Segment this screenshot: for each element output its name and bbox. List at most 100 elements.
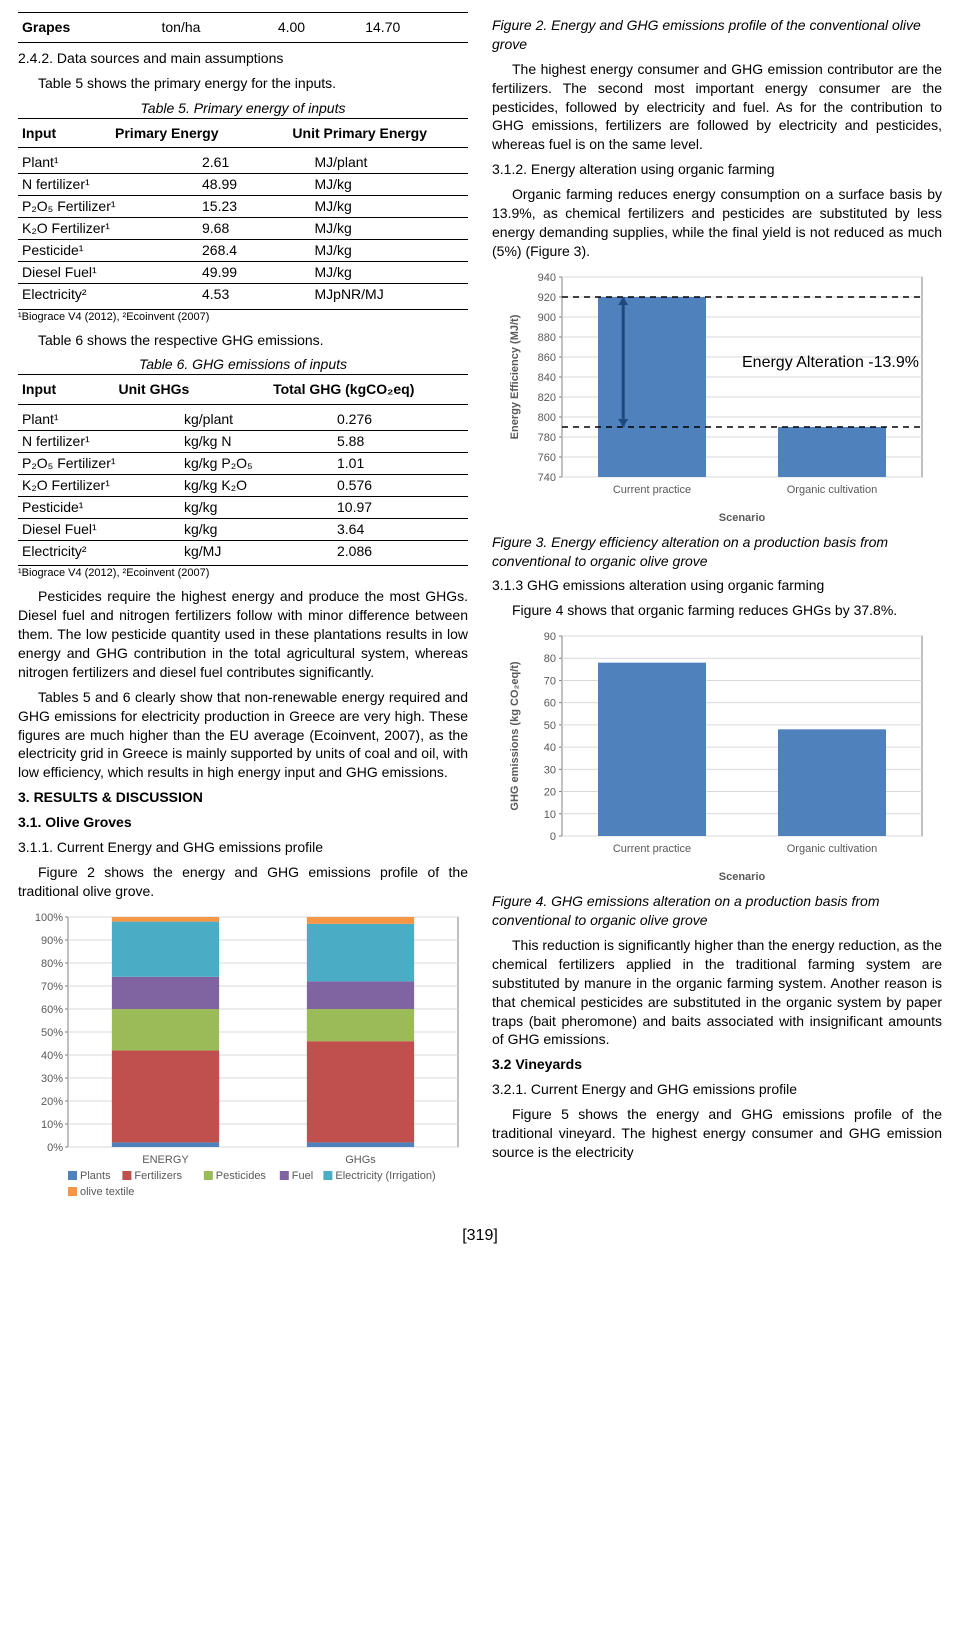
svg-text:840: 840	[538, 372, 556, 384]
table-cell: MJ/kg	[311, 196, 469, 217]
table-row: Electricity²kg/MJ2.086	[18, 541, 468, 562]
t6-intro: Table 6 shows the respective GHG emissio…	[18, 331, 468, 350]
h311: 3.1.1. Current Energy and GHG emissions …	[18, 838, 468, 857]
svg-text:30: 30	[544, 765, 556, 777]
table-cell: 48.99	[198, 174, 311, 195]
svg-text:100%: 100%	[35, 912, 63, 924]
h312: 3.1.2. Energy alteration using organic f…	[492, 160, 942, 179]
table-cell: 0.276	[333, 409, 468, 430]
t6-h-u: Unit GHGs	[88, 379, 219, 400]
svg-text:900: 900	[538, 312, 556, 324]
svg-text:olive textile: olive textile	[80, 1186, 134, 1198]
table-cell: MJ/kg	[311, 262, 469, 283]
table-cell: kg/kg K₂O	[180, 475, 333, 496]
table-row: K₂O Fertilizer¹kg/kg K₂O0.576	[18, 475, 468, 496]
table-cell: 2.61	[198, 152, 311, 173]
table-cell: Diesel Fuel¹	[18, 262, 198, 283]
table-cell: 5.88	[333, 431, 468, 452]
grapes-c2: ton/ha	[157, 17, 273, 38]
svg-text:Scenario: Scenario	[719, 512, 766, 524]
svg-text:880: 880	[538, 332, 556, 344]
table-cell: N fertilizer¹	[18, 174, 198, 195]
fig3-caption: Figure 3. Energy efficiency alteration o…	[492, 533, 942, 571]
table-row: Diesel Fuel¹kg/kg3.64	[18, 519, 468, 540]
table-cell: Plant¹	[18, 409, 180, 430]
svg-text:Scenario: Scenario	[719, 871, 766, 883]
svg-text:Electricity (Irrigation): Electricity (Irrigation)	[335, 1170, 435, 1182]
figure-4-chart: 0102030405060708090Current practiceOrgan…	[502, 626, 932, 886]
right-p4: This reduction is significantly higher t…	[492, 936, 942, 1049]
svg-text:0%: 0%	[47, 1142, 63, 1154]
svg-text:820: 820	[538, 392, 556, 404]
svg-text:Fertilizers: Fertilizers	[134, 1170, 182, 1182]
table-cell: Diesel Fuel¹	[18, 519, 180, 540]
svg-text:50%: 50%	[41, 1027, 63, 1039]
table-5: Input Primary Energy Unit Primary Energy	[18, 123, 468, 144]
table-cell: kg/kg N	[180, 431, 333, 452]
svg-text:10%: 10%	[41, 1119, 63, 1131]
svg-text:30%: 30%	[41, 1073, 63, 1085]
table-6-body: Plant¹kg/plant0.276N fertilizer¹kg/kg N5…	[18, 409, 468, 561]
svg-text:Energy Efficiency (MJ/t): Energy Efficiency (MJ/t)	[509, 314, 521, 439]
p312: Organic farming reduces energy consumpti…	[492, 185, 942, 261]
table-row: Pesticide¹268.4MJ/kg	[18, 240, 468, 261]
table-cell: Plant¹	[18, 152, 198, 173]
svg-text:GHG emissions (kg CO₂eq/t): GHG emissions (kg CO₂eq/t)	[509, 661, 521, 810]
t6-caption: Table 6. GHG emissions of inputs	[18, 355, 468, 374]
svg-text:10: 10	[544, 809, 556, 821]
grapes-c3: 4.00	[274, 17, 361, 38]
table-cell: K₂O Fertilizer¹	[18, 475, 180, 496]
svg-text:Fuel: Fuel	[292, 1170, 313, 1182]
table-cell: 3.64	[333, 519, 468, 540]
table-cell: MJ/kg	[311, 174, 469, 195]
table-cell: Pesticide¹	[18, 240, 198, 261]
table-cell: kg/plant	[180, 409, 333, 430]
svg-text:40%: 40%	[41, 1050, 63, 1062]
table-cell: 10.97	[333, 497, 468, 518]
svg-text:Current practice: Current practice	[613, 843, 691, 855]
svg-text:60: 60	[544, 698, 556, 710]
svg-text:20: 20	[544, 787, 556, 799]
table-cell: 15.23	[198, 196, 311, 217]
table-cell: 2.086	[333, 541, 468, 562]
fig2-caption: Figure 2. Energy and GHG emissions profi…	[492, 16, 942, 54]
table-cell: 49.99	[198, 262, 311, 283]
svg-text:740: 740	[538, 472, 556, 484]
svg-text:90%: 90%	[41, 935, 63, 947]
right-p1: The highest energy consumer and GHG emis…	[492, 60, 942, 154]
table-cell: MJ/plant	[311, 152, 469, 173]
svg-text:940: 940	[538, 272, 556, 284]
t6-h-t: Total GHG (kgCO₂eq)	[219, 379, 468, 400]
grapes-row-table: Grapes ton/ha 4.00 14.70	[18, 17, 468, 38]
p321: Figure 5 shows the energy and GHG emissi…	[492, 1105, 942, 1162]
p311: Figure 2 shows the energy and GHG emissi…	[18, 863, 468, 901]
svg-text:50: 50	[544, 720, 556, 732]
section-2-4-2: 2.4.2. Data sources and main assumptions	[18, 49, 468, 68]
table-row: Pesticide¹kg/kg10.97	[18, 497, 468, 518]
svg-text:70%: 70%	[41, 981, 63, 993]
t5-h-pe: Primary Energy	[82, 123, 251, 144]
t5-h-upe: Unit Primary Energy	[251, 123, 468, 144]
svg-text:70: 70	[544, 676, 556, 688]
table-cell: MJ/kg	[311, 218, 469, 239]
svg-text:0: 0	[550, 831, 556, 843]
table-cell: kg/kg	[180, 519, 333, 540]
svg-text:Current practice: Current practice	[613, 484, 691, 496]
svg-text:860: 860	[538, 352, 556, 364]
svg-text:760: 760	[538, 452, 556, 464]
table-cell: 268.4	[198, 240, 311, 261]
table-row: N fertilizer¹kg/kg N5.88	[18, 431, 468, 452]
table-cell: 0.576	[333, 475, 468, 496]
grapes-c4: 14.70	[361, 17, 468, 38]
h31: 3.1. Olive Groves	[18, 813, 468, 832]
table-cell: MJpNR/MJ	[311, 284, 469, 305]
svg-text:800: 800	[538, 412, 556, 424]
table-cell: P₂O₅ Fertilizer¹	[18, 453, 180, 474]
svg-text:80: 80	[544, 653, 556, 665]
table-row: P₂O₅ Fertilizer¹kg/kg P₂O₅1.01	[18, 453, 468, 474]
table-row: Plant¹kg/plant0.276	[18, 409, 468, 430]
svg-text:80%: 80%	[41, 958, 63, 970]
t6-h-input: Input	[18, 379, 88, 400]
left-p1: Pesticides require the highest energy an…	[18, 587, 468, 681]
svg-text:90: 90	[544, 631, 556, 643]
